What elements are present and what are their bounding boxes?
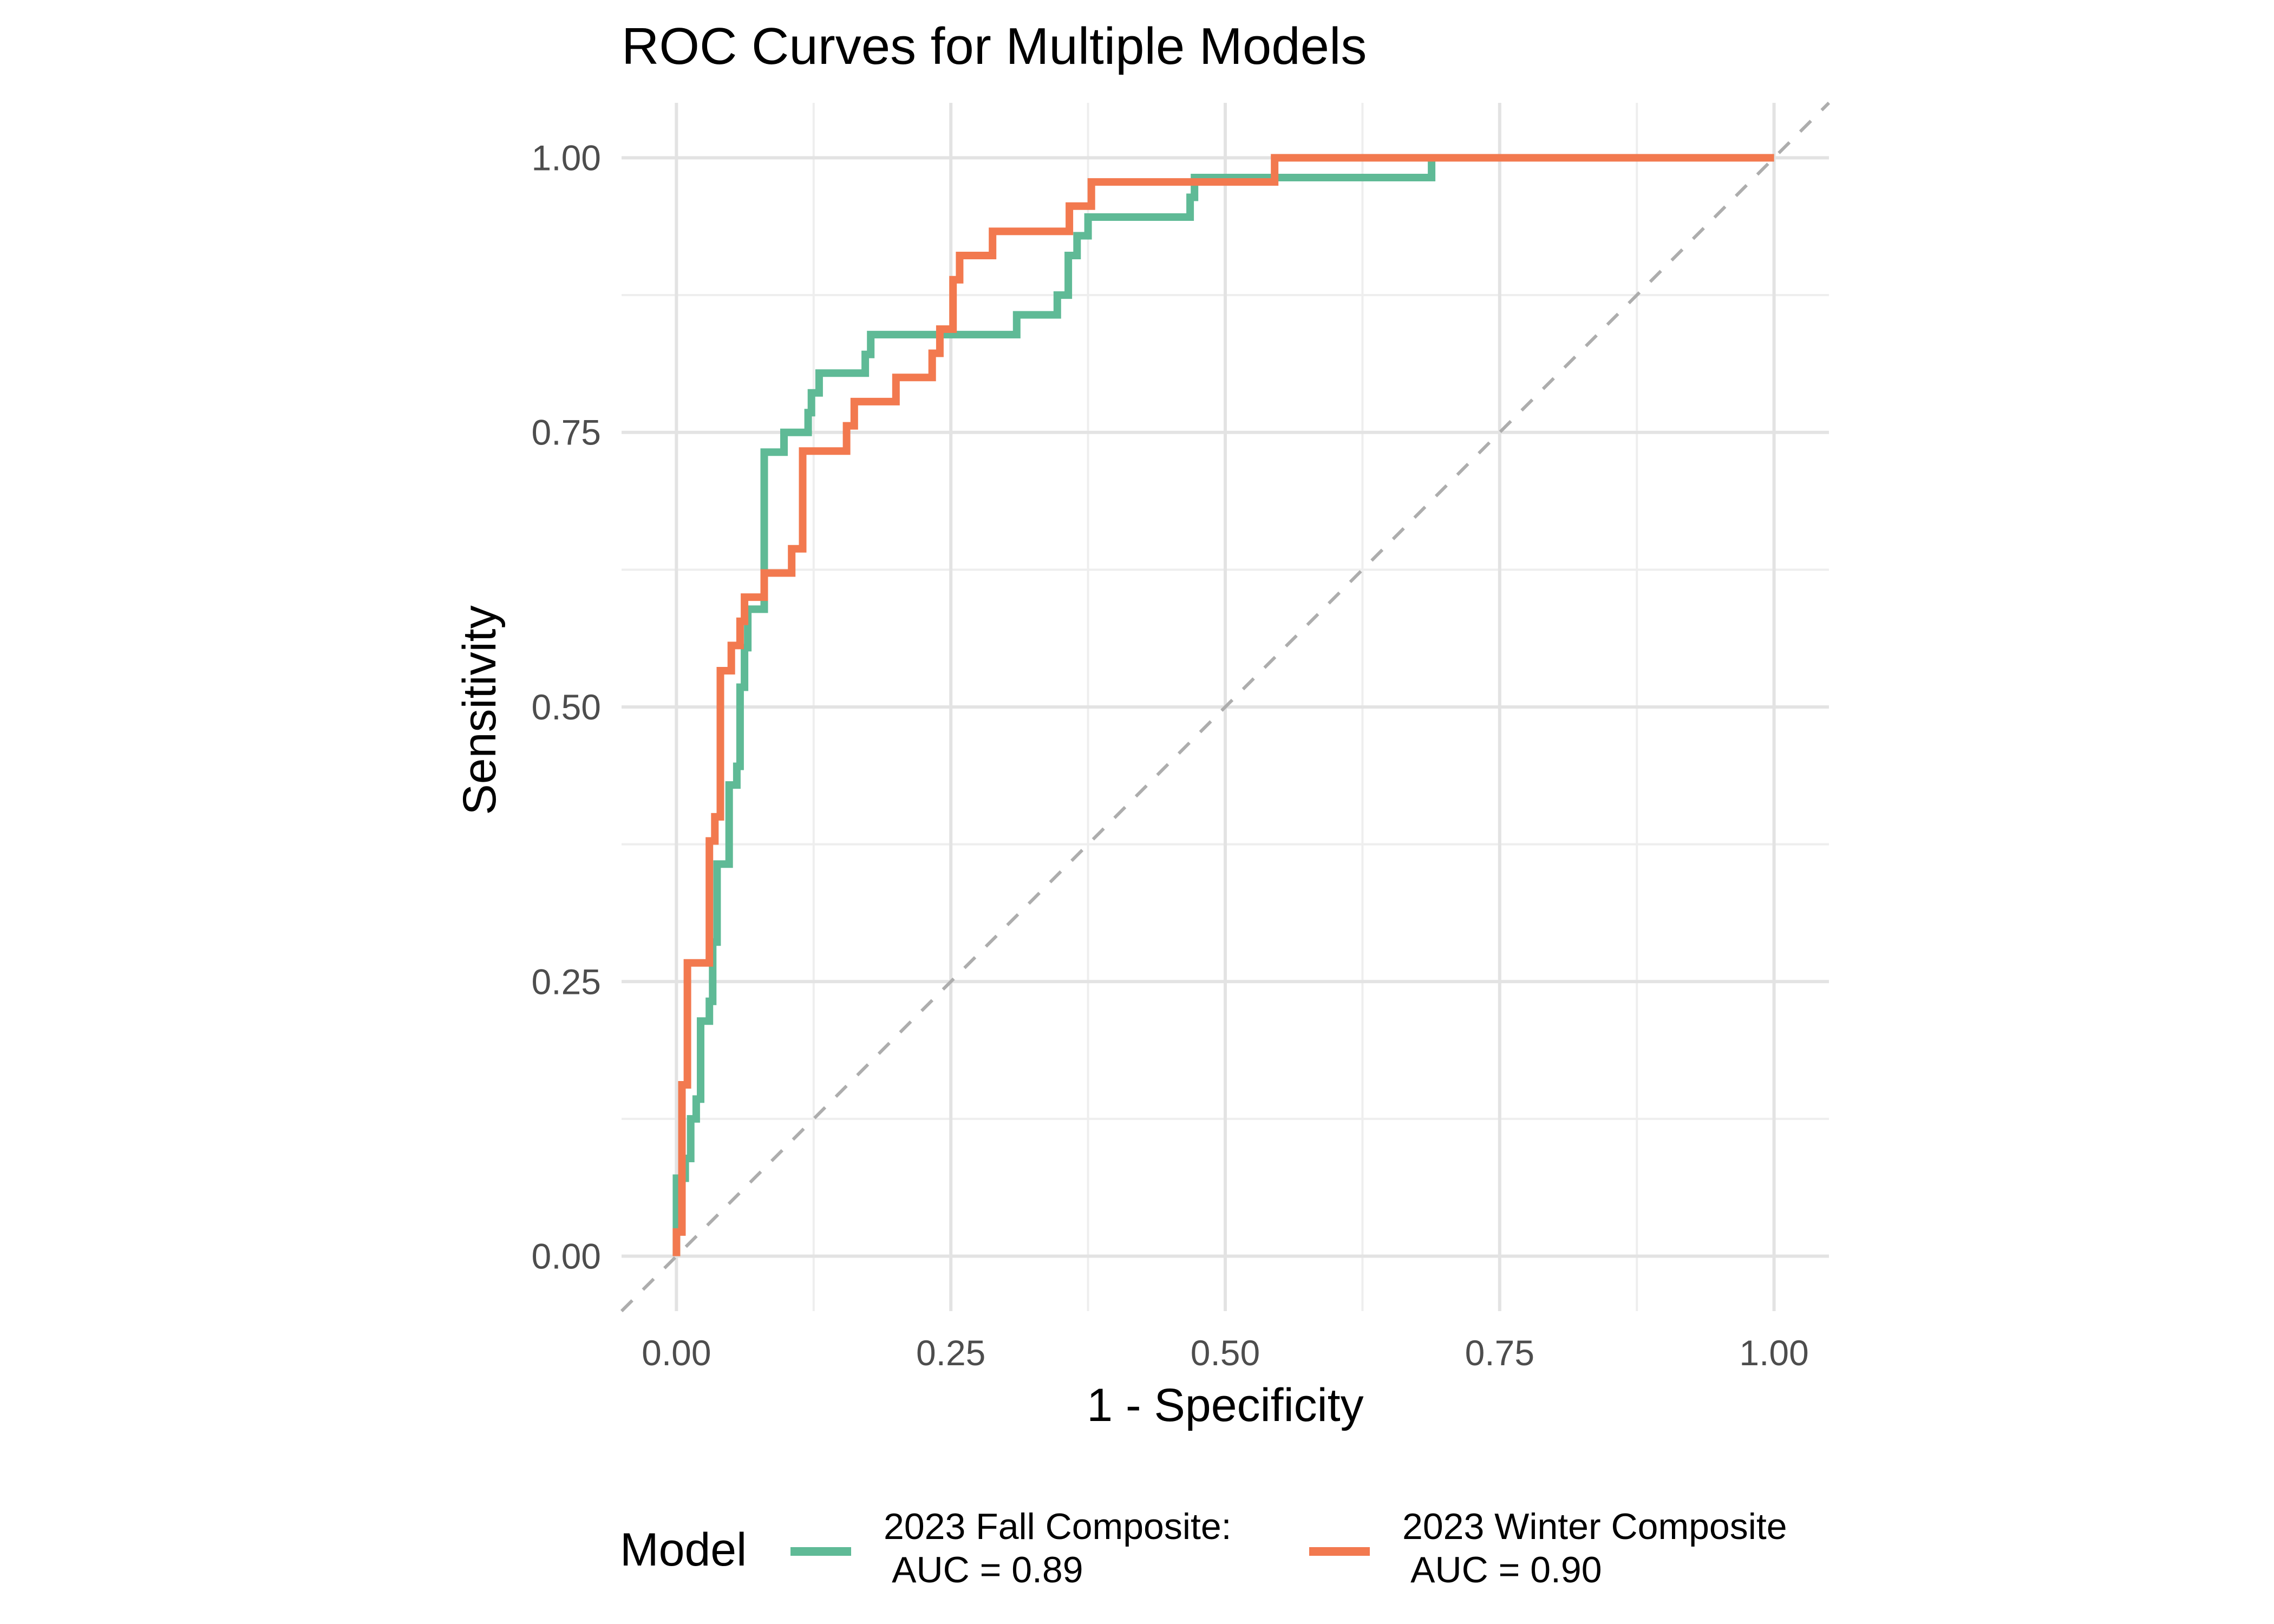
plot-area <box>620 101 1831 1313</box>
y-tick-label: 0.75 <box>532 412 601 453</box>
x-tick-label: 0.50 <box>1191 1333 1260 1373</box>
roc-curve-series-1 <box>672 154 1774 1256</box>
legend-title: Model <box>620 1524 747 1576</box>
y-tick-label: 0.50 <box>532 687 601 727</box>
x-tick-label: 0.75 <box>1465 1333 1534 1373</box>
x-axis-title: 1 - Specificity <box>1087 1379 1363 1431</box>
legend-label-series-1: 2023 Fall Composite: AUC = 0.89 <box>884 1506 1232 1590</box>
x-tick-label: 0.00 <box>642 1333 711 1373</box>
y-tick-label: 0.00 <box>532 1236 601 1276</box>
y-axis-title: Sensitivity <box>454 605 506 815</box>
y-tick-label: 0.25 <box>532 961 601 1001</box>
roc-curve-series-2 <box>672 154 1774 1256</box>
x-axis-tick-labels: 0.00 0.25 0.50 0.75 1.00 <box>642 1333 1809 1373</box>
y-axis-tick-labels: 0.00 0.25 0.50 0.75 1.00 <box>532 137 601 1276</box>
x-tick-label: 0.25 <box>916 1333 985 1373</box>
chart-title: ROC Curves for Multiple Models <box>622 17 1367 75</box>
legend: Model 2023 Fall Composite: AUC = 0.89 202… <box>620 1506 1787 1590</box>
legend-label-series-2: 2023 Winter Composite AUC = 0.90 <box>1402 1506 1787 1590</box>
y-tick-label: 1.00 <box>532 137 601 178</box>
x-tick-label: 1.00 <box>1739 1333 1808 1373</box>
reference-diagonal <box>620 101 1831 1313</box>
roc-curves <box>672 154 1774 1256</box>
